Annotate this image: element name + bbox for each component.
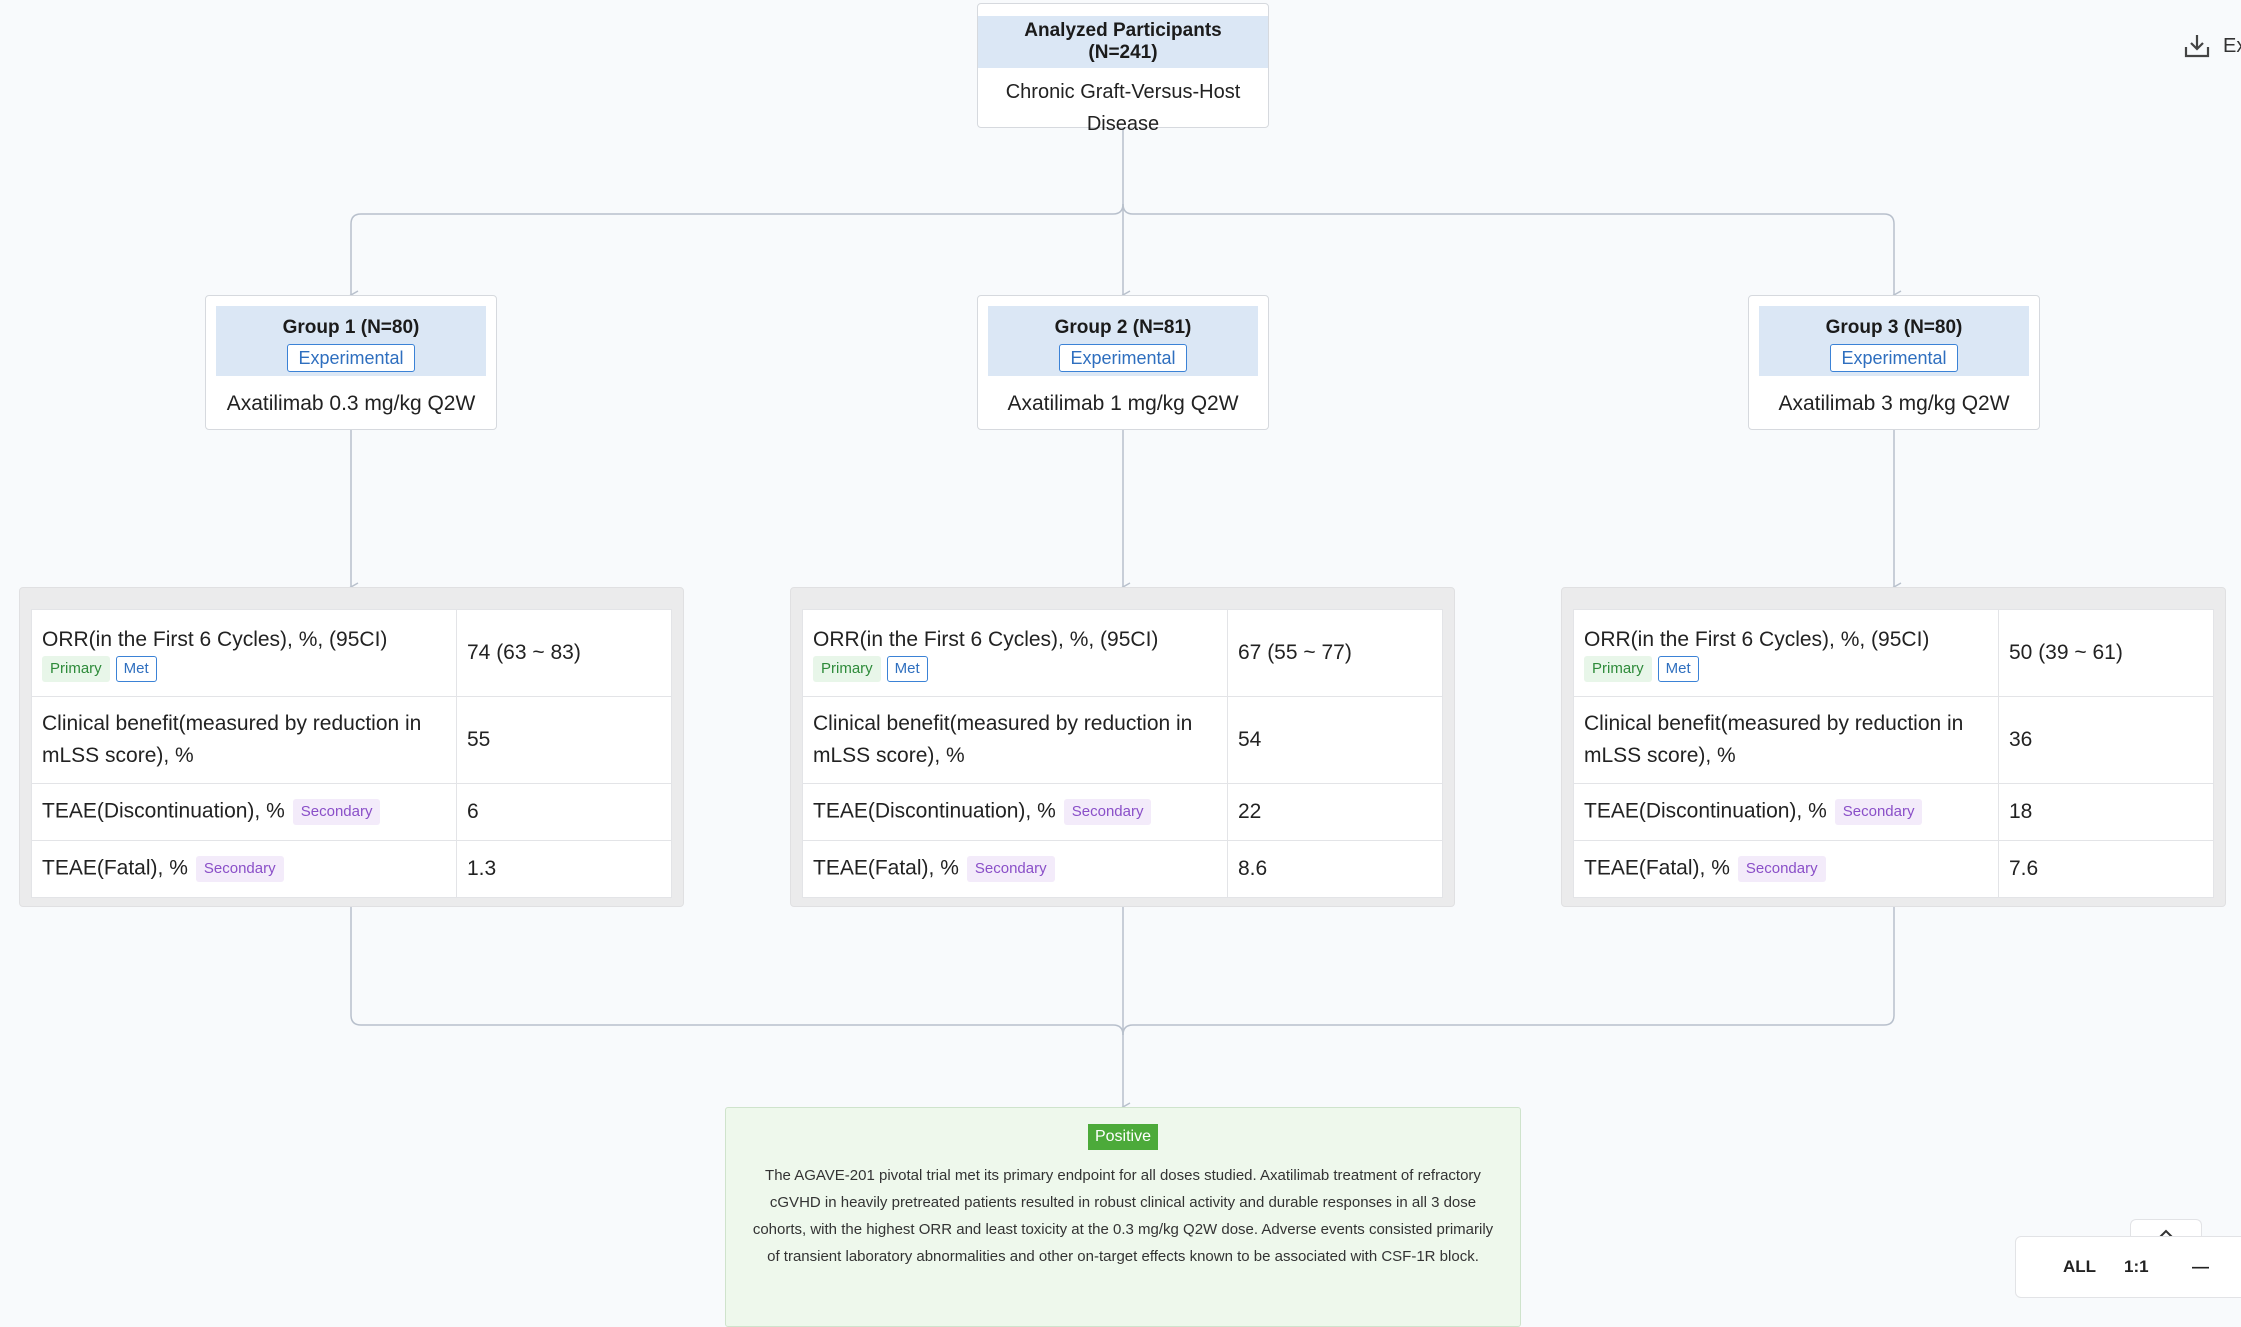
group-3-results-table: ORR(in the First 6 Cycles), %, (95CI) Pr…: [1573, 609, 2214, 898]
clinical-benefit-label: Clinical benefit(measured by reduction i…: [42, 708, 446, 772]
group-2-header: Group 2 (N=81) Experimental: [988, 306, 1258, 376]
teae-fatal-value: 8.6: [1228, 841, 1443, 898]
root-condition: Chronic Graft-Versus-Host Disease: [978, 76, 1268, 140]
connector-to-group-1: [351, 204, 1123, 295]
teae-fatal-label: TEAE(Fatal), %: [1584, 857, 1730, 880]
clinical-benefit-label: Clinical benefit(measured by reduction i…: [813, 708, 1217, 772]
group-2-results-table: ORR(in the First 6 Cycles), %, (95CI) Pr…: [802, 609, 1443, 898]
met-tag: Met: [116, 656, 157, 682]
table-row: Clinical benefit(measured by reduction i…: [803, 697, 1443, 784]
group-3-results: ORR(in the First 6 Cycles), %, (95CI) Pr…: [1561, 587, 2226, 907]
orr-value: 74 (63 ~ 83): [457, 610, 672, 697]
group-2-node[interactable]: Group 2 (N=81) Experimental Axatilimab 1…: [977, 295, 1269, 430]
teae-fatal-label-cell: TEAE(Fatal), % Secondary: [1574, 841, 1999, 898]
secondary-tag: Secondary: [196, 856, 284, 882]
table-row: TEAE(Discontinuation), % Secondary 22: [803, 784, 1443, 841]
primary-tag: Primary: [813, 656, 881, 682]
teae-disc-label: TEAE(Discontinuation), %: [42, 800, 285, 823]
analyzed-participants-node[interactable]: Analyzed Participants (N=241) Chronic Gr…: [977, 3, 1269, 128]
clinical-benefit-label-cell: Clinical benefit(measured by reduction i…: [32, 697, 457, 784]
positive-badge: Positive: [1088, 1124, 1158, 1150]
orr-label-cell: ORR(in the First 6 Cycles), %, (95CI) Pr…: [803, 610, 1228, 697]
group-3-intervention: Axatilimab 3 mg/kg Q2W: [1749, 392, 2039, 416]
secondary-tag: Secondary: [967, 856, 1055, 882]
orr-label: ORR(in the First 6 Cycles), %, (95CI): [42, 624, 446, 656]
secondary-tag: Secondary: [1835, 799, 1923, 825]
primary-tag: Primary: [42, 656, 110, 682]
secondary-tag: Secondary: [1064, 799, 1152, 825]
group-2-intervention: Axatilimab 1 mg/kg Q2W: [978, 392, 1268, 416]
primary-tag: Primary: [1584, 656, 1652, 682]
table-row: TEAE(Fatal), % Secondary 7.6: [1574, 841, 2214, 898]
teae-fatal-label-cell: TEAE(Fatal), % Secondary: [32, 841, 457, 898]
fit-all-button[interactable]: ALL: [2063, 1257, 2096, 1277]
zoom-out-button[interactable]: —: [2192, 1257, 2209, 1277]
clinical-benefit-value: 54: [1228, 697, 1443, 784]
table-row: ORR(in the First 6 Cycles), %, (95CI) Pr…: [803, 610, 1443, 697]
group-1-results-table: ORR(in the First 6 Cycles), %, (95CI) Pr…: [31, 609, 672, 898]
orr-label: ORR(in the First 6 Cycles), %, (95CI): [813, 624, 1217, 656]
teae-fatal-label: TEAE(Fatal), %: [42, 857, 188, 880]
group-2-arm-tag: Experimental: [1059, 344, 1186, 372]
group-1-arm-tag: Experimental: [287, 344, 414, 372]
clinical-benefit-value: 36: [1999, 697, 2214, 784]
group-1-title: Group 1 (N=80): [216, 318, 486, 338]
connector-results-1-merge: [351, 907, 1123, 1035]
root-title: Analyzed Participants (N=241): [978, 16, 1268, 68]
group-1-intervention: Axatilimab 0.3 mg/kg Q2W: [206, 392, 496, 416]
clinical-benefit-label-cell: Clinical benefit(measured by reduction i…: [1574, 697, 1999, 784]
table-row: ORR(in the First 6 Cycles), %, (95CI) Pr…: [32, 610, 672, 697]
export-button[interactable]: Ex: [2183, 32, 2241, 60]
group-3-node[interactable]: Group 3 (N=80) Experimental Axatilimab 3…: [1748, 295, 2040, 430]
group-1-header: Group 1 (N=80) Experimental: [216, 306, 486, 376]
export-label: Ex: [2223, 35, 2241, 58]
actual-size-button[interactable]: 1:1: [2124, 1257, 2149, 1277]
clinical-benefit-label: Clinical benefit(measured by reduction i…: [1584, 708, 1988, 772]
teae-disc-label-cell: TEAE(Discontinuation), % Secondary: [32, 784, 457, 841]
teae-fatal-label: TEAE(Fatal), %: [813, 857, 959, 880]
connector-results-3-merge: [1123, 907, 1894, 1035]
conclusion-text: The AGAVE-201 pivotal trial met its prim…: [726, 1162, 1520, 1270]
connector-to-group-3: [1123, 204, 1894, 295]
orr-value: 67 (55 ~ 77): [1228, 610, 1443, 697]
table-row: TEAE(Discontinuation), % Secondary 6: [32, 784, 672, 841]
teae-disc-value: 22: [1228, 784, 1443, 841]
teae-fatal-value: 7.6: [1999, 841, 2214, 898]
table-row: TEAE(Fatal), % Secondary 1.3: [32, 841, 672, 898]
group-2-title: Group 2 (N=81): [988, 318, 1258, 338]
teae-fatal-label-cell: TEAE(Fatal), % Secondary: [803, 841, 1228, 898]
group-3-header: Group 3 (N=80) Experimental: [1759, 306, 2029, 376]
teae-fatal-value: 1.3: [457, 841, 672, 898]
group-3-title: Group 3 (N=80): [1759, 318, 2029, 338]
secondary-tag: Secondary: [1738, 856, 1826, 882]
met-tag: Met: [887, 656, 928, 682]
teae-disc-label: TEAE(Discontinuation), %: [1584, 800, 1827, 823]
group-2-results: ORR(in the First 6 Cycles), %, (95CI) Pr…: [790, 587, 1455, 907]
teae-disc-label-cell: TEAE(Discontinuation), % Secondary: [1574, 784, 1999, 841]
teae-disc-label-cell: TEAE(Discontinuation), % Secondary: [803, 784, 1228, 841]
clinical-benefit-value: 55: [457, 697, 672, 784]
teae-disc-value: 6: [457, 784, 672, 841]
clinical-benefit-label-cell: Clinical benefit(measured by reduction i…: [803, 697, 1228, 784]
group-3-arm-tag: Experimental: [1830, 344, 1957, 372]
group-1-node[interactable]: Group 1 (N=80) Experimental Axatilimab 0…: [205, 295, 497, 430]
zoom-toolbar: ALL 1:1 —: [2015, 1236, 2241, 1298]
secondary-tag: Secondary: [293, 799, 381, 825]
orr-value: 50 (39 ~ 61): [1999, 610, 2214, 697]
group-1-results: ORR(in the First 6 Cycles), %, (95CI) Pr…: [19, 587, 684, 907]
teae-disc-value: 18: [1999, 784, 2214, 841]
conclusion-node[interactable]: Positive The AGAVE-201 pivotal trial met…: [725, 1107, 1521, 1327]
table-row: TEAE(Fatal), % Secondary 8.6: [803, 841, 1443, 898]
table-row: TEAE(Discontinuation), % Secondary 18: [1574, 784, 2214, 841]
orr-label: ORR(in the First 6 Cycles), %, (95CI): [1584, 624, 1988, 656]
table-row: ORR(in the First 6 Cycles), %, (95CI) Pr…: [1574, 610, 2214, 697]
table-row: Clinical benefit(measured by reduction i…: [32, 697, 672, 784]
download-icon: [2183, 32, 2211, 60]
table-row: Clinical benefit(measured by reduction i…: [1574, 697, 2214, 784]
teae-disc-label: TEAE(Discontinuation), %: [813, 800, 1056, 823]
met-tag: Met: [1658, 656, 1699, 682]
orr-label-cell: ORR(in the First 6 Cycles), %, (95CI) Pr…: [1574, 610, 1999, 697]
orr-label-cell: ORR(in the First 6 Cycles), %, (95CI) Pr…: [32, 610, 457, 697]
